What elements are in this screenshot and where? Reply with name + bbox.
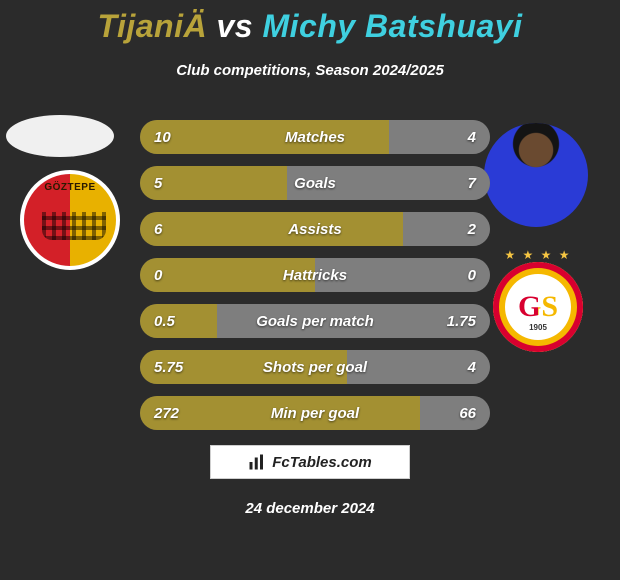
page-title: TijaniÄ vs Michy Batshuayi xyxy=(0,8,620,45)
stat-value-right: 4 xyxy=(454,120,490,154)
title-player-left: TijaniÄ xyxy=(98,8,208,44)
stat-value-right: 66 xyxy=(445,396,490,430)
stat-fill-left xyxy=(140,212,403,246)
gala-gs: GS xyxy=(518,290,558,324)
stat-value-left: 10 xyxy=(140,120,185,154)
stat-value-left: 6 xyxy=(140,212,176,246)
stat-value-right: 0 xyxy=(454,258,490,292)
stat-row: 57Goals xyxy=(140,166,490,200)
goztepe-text: GÖZTEPE xyxy=(24,182,116,193)
date-text: 24 december 2024 xyxy=(0,500,620,517)
gala-disc: GS 1905 xyxy=(493,262,583,352)
stat-value-right: 1.75 xyxy=(433,304,490,338)
player-left-avatar xyxy=(6,115,114,157)
subtitle: Club competitions, Season 2024/2025 xyxy=(0,62,620,79)
title-player-right: Michy Batshuayi xyxy=(262,8,522,44)
stat-value-left: 0.5 xyxy=(140,304,189,338)
stat-row: 27266Min per goal xyxy=(140,396,490,430)
brand-text: FcTables.com xyxy=(272,454,371,471)
gala-stars: ★ ★ ★ ★ xyxy=(488,248,588,262)
club-badge-left: GÖZTEPE xyxy=(20,170,120,270)
galatasaray-crest: ★ ★ ★ ★ GS 1905 xyxy=(488,250,588,350)
stat-row: 62Assists xyxy=(140,212,490,246)
stat-row: 104Matches xyxy=(140,120,490,154)
stat-value-right: 7 xyxy=(454,166,490,200)
brand-box: FcTables.com xyxy=(210,445,410,479)
title-vs: vs xyxy=(216,8,253,44)
stat-value-right: 2 xyxy=(454,212,490,246)
comparison-card: TijaniÄ vs Michy Batshuayi Club competit… xyxy=(0,0,620,580)
stat-value-left: 5 xyxy=(140,166,176,200)
player-right-avatar xyxy=(484,123,588,227)
stat-value-right: 4 xyxy=(454,350,490,384)
stat-value-left: 5.75 xyxy=(140,350,197,384)
stat-value-left: 272 xyxy=(140,396,193,430)
stat-row: 0.51.75Goals per match xyxy=(140,304,490,338)
stat-rows: 104Matches57Goals62Assists00Hattricks0.5… xyxy=(140,120,490,442)
goztepe-crest: GÖZTEPE xyxy=(20,170,120,270)
stat-value-left: 0 xyxy=(140,258,176,292)
gala-year: 1905 xyxy=(493,323,583,332)
club-badge-right: ★ ★ ★ ★ GS 1905 xyxy=(488,250,588,350)
bar-chart-icon xyxy=(248,453,266,471)
stat-row: 00Hattricks xyxy=(140,258,490,292)
player-right-silhouette xyxy=(484,123,588,227)
stat-row: 5.754Shots per goal xyxy=(140,350,490,384)
